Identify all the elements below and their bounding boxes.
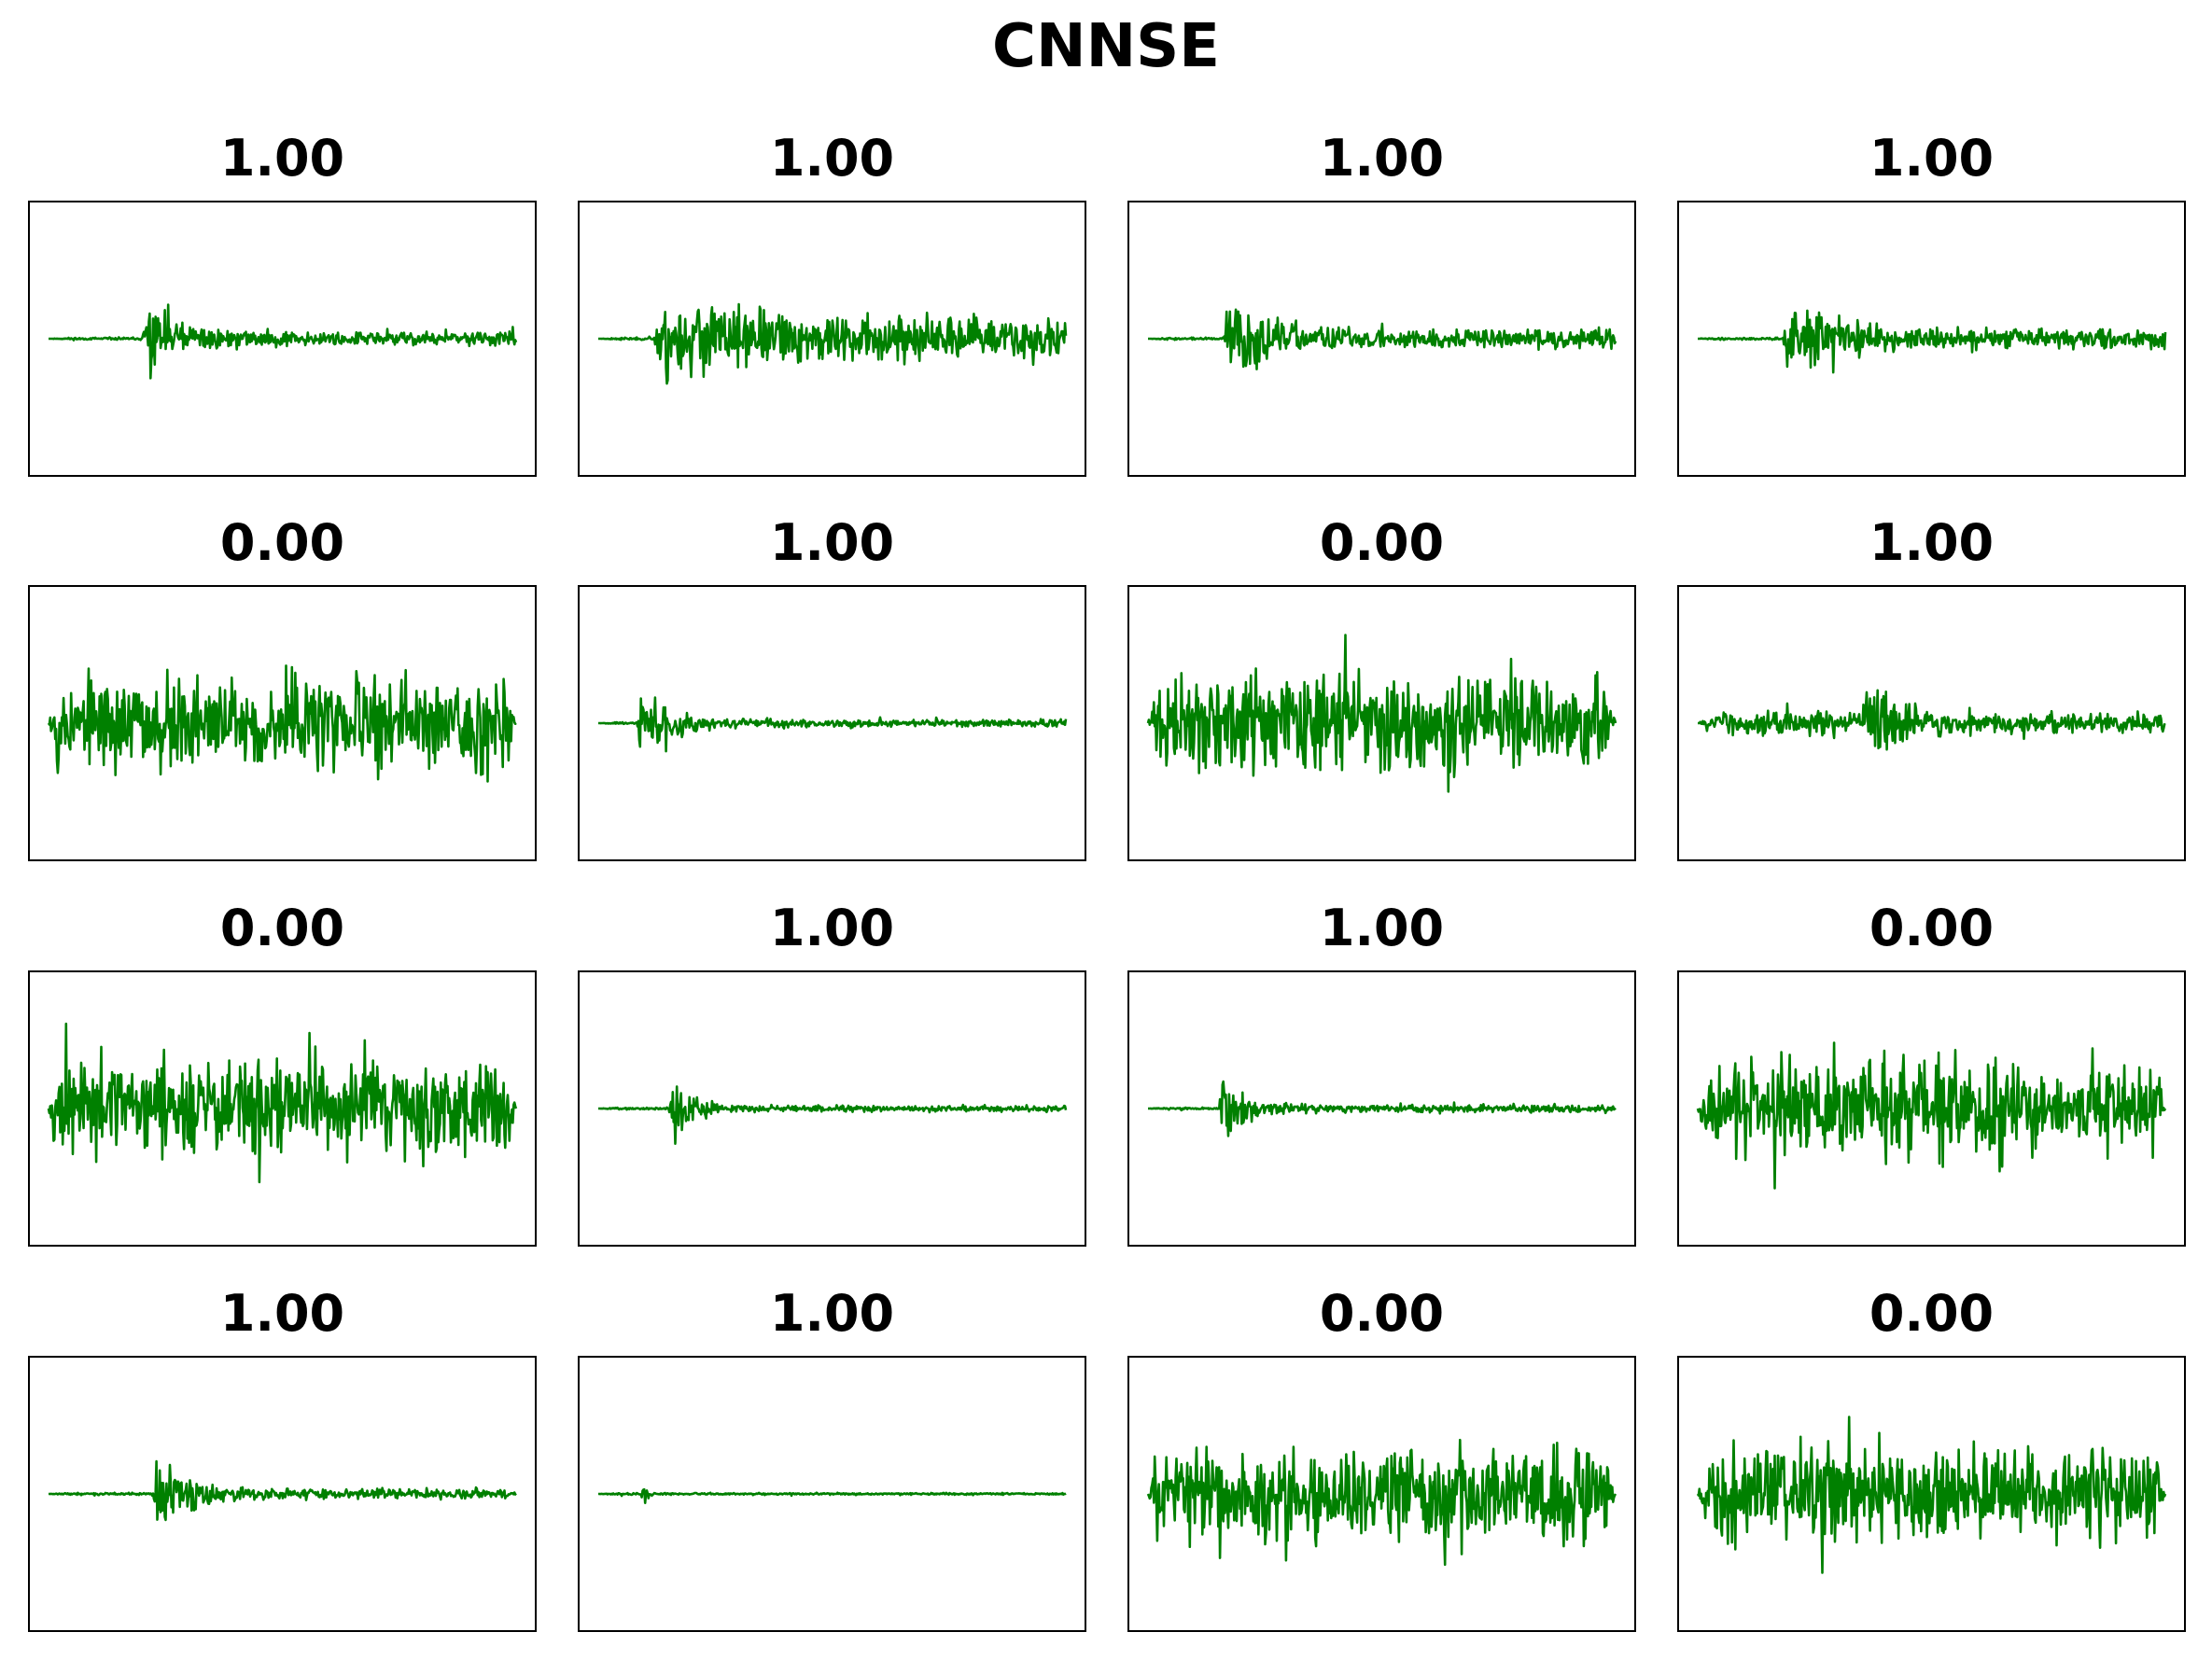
waveform-plot (1697, 309, 2167, 374)
waveform-line (1146, 634, 1617, 793)
waveform-plot (1147, 308, 1617, 370)
waveform-line (47, 664, 517, 783)
waveform-line (1697, 689, 2166, 751)
subplot-panel: 1.00 (1677, 518, 2186, 861)
subplot-title: 1.00 (219, 129, 345, 188)
subplot-title: 1.00 (1319, 899, 1445, 957)
subplot-panel: 1.00 (28, 1289, 537, 1632)
waveform-plot (1697, 689, 2166, 751)
subplot-title: 1.00 (1869, 129, 1995, 188)
waveform-line (597, 1085, 1068, 1145)
waveform-line (1147, 1080, 1617, 1137)
waveform-line (597, 1487, 1067, 1504)
subplot-panel: 1.00 (578, 903, 1086, 1247)
waveform-line (597, 696, 1068, 753)
waveform-line (1696, 1041, 2167, 1190)
subplot-panel: 1.00 (1127, 133, 1636, 477)
waveform-plot (1147, 1080, 1617, 1137)
subplot-panel: 1.00 (28, 133, 537, 477)
waveform-line (1146, 1438, 1617, 1567)
waveform-line (1147, 308, 1617, 370)
subplot-panel: 0.00 (28, 518, 537, 861)
subplot-title: 1.00 (769, 1284, 895, 1343)
subplot-title: 1.00 (219, 1284, 345, 1343)
waveform-plot (48, 1459, 517, 1522)
subplot-title: 0.00 (1869, 1284, 1995, 1343)
waveform-line (597, 302, 1068, 385)
subplot-panel: 1.00 (578, 518, 1086, 861)
subplot-title: 0.00 (1869, 899, 1995, 957)
waveform-line (48, 303, 518, 380)
waveform-plot (1696, 1041, 2167, 1190)
waveform-line (48, 1459, 517, 1522)
subplot-title: 0.00 (1319, 513, 1445, 572)
waveform-line (1697, 309, 2167, 374)
waveform-plot (47, 664, 517, 783)
subplot-title: 1.00 (1869, 513, 1995, 572)
subplot-title: 1.00 (769, 899, 895, 957)
waveform-plot (1146, 634, 1617, 793)
subplot-title: 0.00 (219, 513, 345, 572)
subplot-panel: 0.00 (1127, 518, 1636, 861)
subplot-panel: 0.00 (28, 903, 537, 1247)
figure-title: CNNSE (992, 12, 1220, 81)
subplot-title: 1.00 (769, 129, 895, 188)
subplot-panel: 0.00 (1127, 1289, 1636, 1632)
subplot-panel: 1.00 (578, 1289, 1086, 1632)
subplot-title: 1.00 (769, 513, 895, 572)
subplot-title: 1.00 (1319, 129, 1445, 188)
subplot-panel: 1.00 (1127, 903, 1636, 1247)
waveform-plot (597, 1487, 1067, 1504)
waveform-plot (1146, 1438, 1617, 1567)
waveform-plot (597, 696, 1068, 753)
waveform-plot (47, 1022, 518, 1184)
waveform-plot (597, 302, 1068, 385)
subplot-panel: 1.00 (578, 133, 1086, 477)
waveform-plot (1696, 1416, 2167, 1574)
subplot-panel: 0.00 (1677, 1289, 2186, 1632)
waveform-plot (597, 1085, 1068, 1145)
waveform-line (1696, 1416, 2167, 1574)
waveform-plot (48, 303, 518, 380)
subplot-title: 0.00 (1319, 1284, 1445, 1343)
waveform-line (47, 1022, 518, 1184)
subplot-panel: 1.00 (1677, 133, 2186, 477)
subplot-title: 0.00 (219, 899, 345, 957)
subplot-panel: 0.00 (1677, 903, 2186, 1247)
